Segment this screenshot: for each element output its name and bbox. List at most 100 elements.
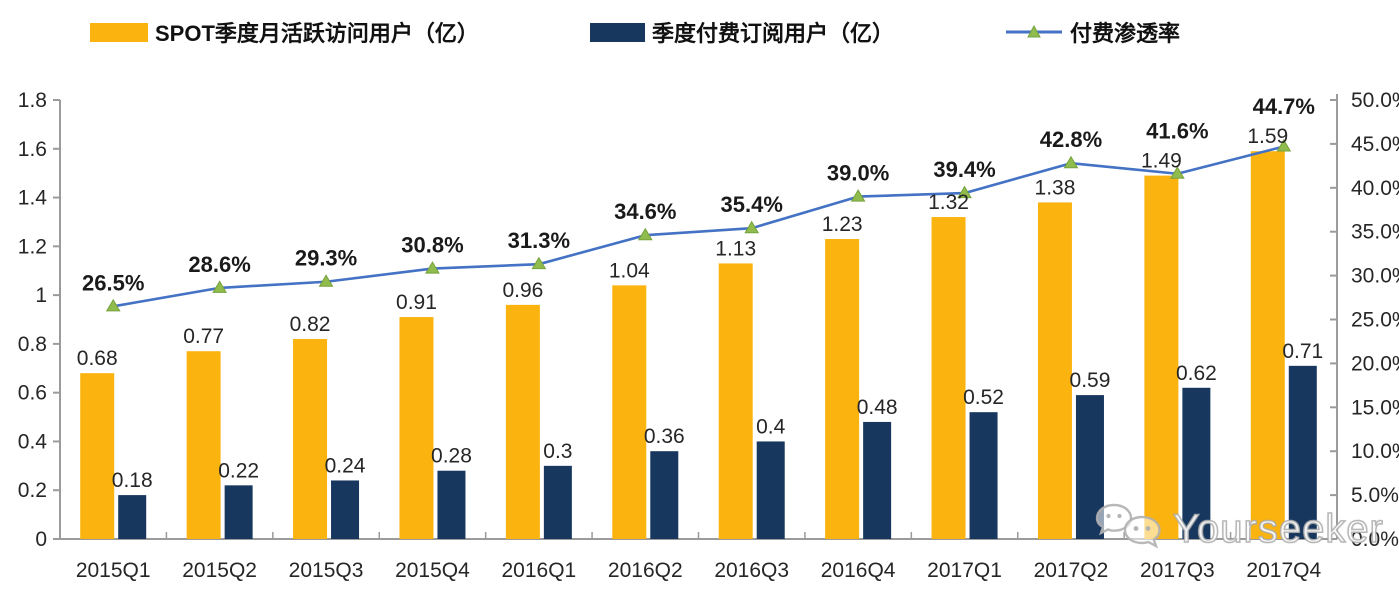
bar-subscribers [1075, 395, 1104, 539]
penetration-label: 41.6% [1146, 119, 1208, 144]
right-axis-tick-label: 20.0% [1351, 352, 1399, 375]
bar-label-mau: 0.77 [183, 325, 224, 348]
penetration-line [112, 145, 1285, 308]
bar-subscribers [650, 451, 679, 539]
bar-label-mau: 0.68 [77, 347, 118, 370]
x-axis-category-label: 2016Q1 [502, 559, 577, 582]
bar-mau [1037, 202, 1072, 539]
bar-subscribers [863, 421, 892, 539]
penetration-label: 31.3% [508, 228, 570, 253]
triangle-marker [105, 298, 121, 312]
legend-swatch-mau [90, 22, 148, 42]
legend-label-subscribers: 季度付费订阅用户（亿） [652, 21, 895, 46]
bar-subscribers [543, 465, 572, 539]
bar-label-mau: 1.49 [1141, 150, 1182, 173]
bar-label-mau: 1.23 [822, 213, 863, 236]
bar-label-mau: 0.91 [396, 291, 437, 314]
right-axis-tick-label: 25.0% [1351, 309, 1399, 332]
bar-mau [293, 339, 328, 539]
penetration-label: 26.5% [82, 270, 144, 295]
right-axis-tick-label: 15.0% [1351, 396, 1399, 419]
penetration-label: 44.7% [1253, 94, 1315, 119]
bar-subscribers [1182, 387, 1211, 539]
x-axis-category-label: 2017Q2 [1034, 559, 1109, 582]
triangle-marker [1169, 166, 1185, 179]
penetration-label: 42.8% [1040, 127, 1102, 152]
bar-subscribers [1288, 365, 1317, 539]
left-axis-tick-label: 0.8 [18, 333, 47, 356]
penetration-label: 35.4% [721, 192, 783, 217]
bar-label-mau: 0.82 [290, 313, 331, 336]
bar-subscribers [437, 470, 466, 539]
bar-label-mau: 1.32 [928, 191, 969, 214]
right-axis-tick-label: 5.0% [1351, 484, 1399, 507]
penetration-label: 29.3% [295, 246, 357, 271]
legend-item-mau: SPOT季度月活跃访问用户（亿） [90, 16, 479, 48]
triangle-marker [318, 274, 334, 287]
left-axis-tick-label: 1.6 [18, 138, 47, 161]
triangle-marker [957, 185, 972, 199]
penetration-label: 39.0% [827, 161, 889, 186]
triangle-marker [1276, 139, 1292, 152]
penetration-label: 28.6% [188, 252, 250, 277]
left-axis-tick-label: 0 [35, 528, 47, 551]
bar-subscribers [118, 495, 147, 539]
bar-mau [612, 285, 647, 539]
bar-mau [505, 304, 540, 539]
bar-label-mau: 1.13 [715, 237, 756, 260]
right-axis-tick-label: 40.0% [1351, 177, 1399, 200]
right-axis-tick-label: 0.0% [1351, 528, 1399, 551]
bar-label-subscribers: 0.36 [644, 425, 685, 448]
bar-label-subscribers: 0.59 [1070, 369, 1111, 392]
x-axis-category-label: 2017Q3 [1140, 559, 1215, 582]
bar-label-subscribers: 0.3 [543, 440, 572, 463]
x-axis-category-label: 2015Q1 [76, 559, 151, 582]
legend-label-penetration: 付费渗透率 [1070, 21, 1181, 46]
right-axis-tick-label: 30.0% [1351, 265, 1399, 288]
triangle-marker [531, 256, 547, 270]
bar-label-mau: 0.96 [502, 279, 543, 302]
legend-item-penetration: 付费渗透率 [1005, 16, 1180, 48]
left-axis-tick-label: 0.2 [18, 479, 47, 502]
line-marker-icon [1006, 24, 1062, 38]
left-axis-tick-label: 1.4 [18, 187, 48, 210]
x-axis-category-label: 2016Q3 [714, 559, 789, 582]
penetration-label: 34.6% [614, 199, 676, 224]
triangle-marker [850, 189, 866, 202]
bar-mau [931, 217, 966, 540]
bar-label-mau: 1.04 [609, 259, 650, 282]
right-axis-tick-label: 35.0% [1351, 221, 1399, 244]
bar-mau [1144, 175, 1179, 539]
legend-item-subscribers: 季度付费订阅用户（亿） [590, 16, 894, 48]
right-axis-tick-label: 10.0% [1351, 440, 1399, 463]
bar-label-subscribers: 0.4 [756, 415, 786, 438]
bar-mau [825, 239, 860, 539]
bar-subscribers [969, 412, 998, 539]
right-axis-tick-label: 45.0% [1351, 133, 1399, 156]
bar-label-subscribers: 0.52 [963, 386, 1004, 409]
bar-label-mau: 1.59 [1247, 125, 1288, 148]
left-axis-tick-label: 1.2 [18, 235, 47, 258]
bar-label-subscribers: 0.18 [112, 469, 153, 492]
bar-label-subscribers: 0.62 [1176, 362, 1217, 385]
bar-mau [399, 317, 434, 539]
bar-mau [1250, 151, 1285, 539]
bar-subscribers [331, 480, 360, 539]
bar-label-subscribers: 0.28 [431, 445, 472, 468]
bar-label-subscribers: 0.48 [857, 396, 898, 419]
x-axis-category-label: 2017Q4 [1246, 559, 1321, 582]
triangle-marker [1063, 155, 1079, 169]
x-axis-category-label: 2017Q1 [927, 559, 1002, 582]
bar-mau [718, 263, 753, 539]
bar-subscribers [224, 485, 253, 539]
left-axis-tick-label: 0.4 [18, 430, 48, 453]
bar-mau [186, 351, 221, 539]
bar-mau [80, 373, 115, 539]
penetration-label: 39.4% [933, 157, 995, 182]
bar-label-mau: 1.38 [1035, 176, 1076, 199]
right-axis-tick-label: 50.0% [1351, 89, 1399, 112]
penetration-label: 30.8% [401, 233, 463, 258]
triangle-marker [212, 280, 228, 293]
